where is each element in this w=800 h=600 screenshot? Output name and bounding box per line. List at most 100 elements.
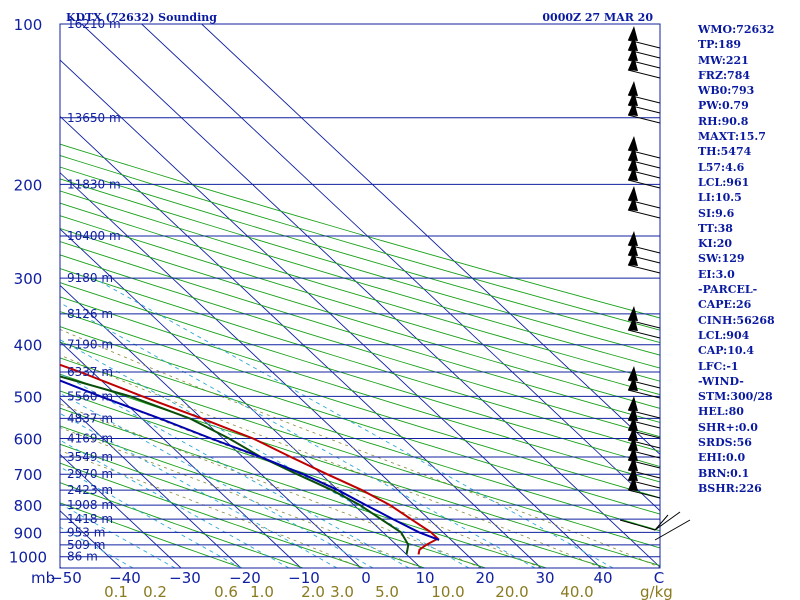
time-label: 0000Z 27 MAR 20 [542,11,653,24]
index-line: CAPE:26 [698,298,752,312]
isotherm-line [81,24,660,568]
chart-title: KDTX (72632) Sounding [66,11,217,24]
dry-adiabat-line [60,407,547,568]
height-label: 2970 m [67,467,113,481]
dry-adiabat-line [60,190,660,369]
index-line: SI:9.6 [698,206,735,220]
index-line: TT:38 [698,221,733,235]
wind-barb-flag [628,406,638,421]
dry-adiabat-line [60,215,660,396]
dry-adiabat-line [60,326,660,515]
dry-adiabat-line [60,155,660,331]
wind-barb-flag [628,366,638,381]
height-label: 6337 m [67,365,113,379]
wind-barb-shaft [627,329,661,339]
mixing-ratio-tick-label: 2.0 [301,583,325,600]
wind-barb-flag [628,416,638,431]
index-line: KI:20 [698,237,733,251]
isotherm-line [141,24,660,512]
index-line: LFC:-1 [698,359,739,373]
moist-adiabat-line [60,403,482,568]
wind-barb-flag [628,56,638,71]
wind-barb-flag [628,166,638,181]
pressure-tick-label: 600 [14,431,43,449]
temperature-tick-label: C [654,569,664,587]
mixing-ratio-tick-label: 0.1 [104,583,128,600]
isotherm-line [60,228,422,568]
height-label: 4837 m [67,411,113,425]
moist-adiabat-line [60,427,422,568]
index-line: LCL:961 [698,175,750,189]
wind-barb-flag [628,81,638,96]
wind-barb-flag [628,306,638,321]
dry-adiabat-line [60,311,660,499]
wind-barb-flag [628,46,638,61]
pressure-tick-label: 200 [14,176,43,194]
wind-barb-flag [628,476,638,491]
wind-barb-flag [628,91,638,106]
wind-barb-flag [628,196,638,211]
temperature-tick-label: 0 [361,569,371,587]
dry-adiabat-line [60,143,660,319]
index-line: BRN:0.1 [698,466,750,480]
mixing-ratio-tick-label: 0.6 [214,583,238,600]
wind-barb-flag [628,446,638,461]
isotherm-line [60,397,242,568]
index-line: CINH:56268 [698,313,775,327]
dry-adiabat-line [60,241,660,423]
index-line: LCL:904 [698,328,750,342]
wind-barb-shaft [627,489,661,499]
dry-adiabat-line [60,373,660,567]
dry-adiabat-line [60,502,243,568]
height-label: 509 m [67,538,105,552]
mixing-ratio-unit-label: g/kg [640,583,673,600]
dry-adiabat-line [60,296,660,483]
dewpoint-profile-line [60,375,410,555]
plot-border [59,23,661,569]
dry-adiabat-line [60,482,304,568]
temperature-profile-line [60,363,440,555]
dry-adiabat-line [60,202,660,382]
mixing-ratio-tick-label: 3.0 [330,583,354,600]
index-line: SW:129 [698,252,745,266]
wind-barb-flag [628,101,638,116]
wind-barb-flag [628,466,638,481]
index-line: WMO:72632 [698,23,775,36]
dry-adiabat-line [60,268,660,452]
index-line: CAP:10.4 [698,344,755,358]
wind-barb-flag [628,241,638,256]
height-label: 16210 m [67,17,121,31]
wind-barb-flag [628,136,638,151]
height-label: 4169 m [67,432,113,446]
wind-barb-flag [628,146,638,161]
pressure-tick-label: 500 [14,388,43,406]
wind-barb-flag [628,436,638,451]
index-line: PW:0.79 [698,99,749,113]
mixing-ratio-tick-label: 0.2 [143,583,167,600]
isotherm-line [60,172,482,568]
height-label: 3549 m [67,450,113,464]
mixing-ratio-tick-label: 1.0 [250,583,274,600]
mixing-ratio-line [60,372,410,568]
temperature-tick-label: 10 [415,569,434,587]
isotherm-grid [60,24,660,568]
dry-adiabat-line [60,178,660,356]
dry-adiabat-line [60,390,608,568]
index-line: SHR+:0.0 [698,420,758,434]
sounding-series [60,363,440,555]
wind-barb-flag [628,251,638,266]
index-line: -PARCEL- [698,283,758,297]
isotherm-line [60,453,182,568]
height-label: 11830 m [67,177,121,191]
index-line: STM:300/28 [698,390,773,404]
height-label: 953 m [67,525,105,539]
index-line: TP:189 [698,38,742,52]
moist-adiabat-line [60,379,542,568]
pressure-tick-label: 700 [14,466,43,484]
wind-barb-flag [628,456,638,471]
wind-barb-flag [628,316,638,331]
dry-adiabat-line [60,166,660,344]
wind-barb-shaft [627,179,661,189]
height-label: 9180 m [67,271,113,285]
mixing-ratio-grid [60,277,614,568]
